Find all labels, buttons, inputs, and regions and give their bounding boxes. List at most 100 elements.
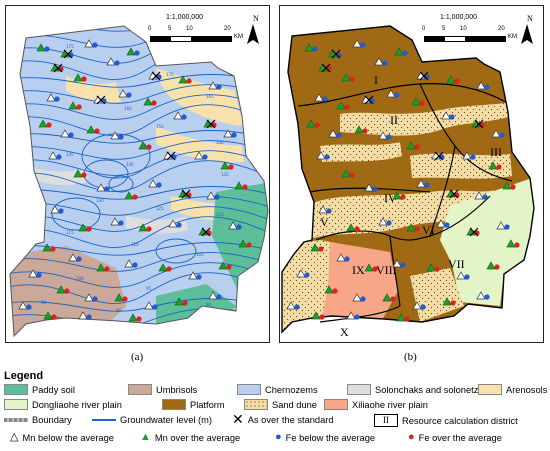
blue-dot-icon [386,134,392,140]
legend-paddy-soil: Paddy soil [4,384,75,395]
contour-label: 150 [216,140,224,145]
groundwater-line-icon [92,419,116,421]
blue-dot-icon [114,60,120,66]
groundwater-contour [10,206,268,232]
blue-dot-icon [104,186,110,192]
blue-dot-icon [344,256,350,262]
platform-swatch [162,399,186,410]
sand-dune-area [320,142,402,162]
groundwater-contour [10,252,268,272]
open-triangle-icon [314,93,324,102]
blue-dot-icon [386,220,392,226]
district-label: V [320,215,329,229]
blue-dot-icon [44,46,50,52]
open-triangle-icon [46,93,56,102]
blue-dot-icon [499,132,505,138]
green-triangle-icon [354,125,364,134]
caption-a: (a) [131,351,144,363]
blue-dot-icon [216,84,222,90]
red-dot-icon [454,78,460,84]
contour-label: 175 [66,44,74,49]
open-triangle-icon [474,191,484,200]
cross-icon [321,63,331,73]
red-dot-icon [81,172,87,178]
green-triangle-icon [442,297,452,306]
open-triangle-icon [228,221,238,230]
green-triangle-icon [396,313,406,322]
red-dot-icon [76,104,82,110]
north-arrow-icon: N [518,14,536,46]
blue-dot-icon [231,132,237,138]
district-label: IV [384,191,397,205]
cross-icon [474,119,484,129]
blue-dot-icon [504,224,510,230]
cross-icon [469,227,479,237]
legend-label: Dongliaohe river plain [32,399,122,410]
legend-mn-below: △ Mn below the average [10,432,114,443]
solonchaks-area [26,166,88,185]
cross-icon [151,71,161,81]
blue-dot-icon [312,46,318,52]
red-dot-icon [246,242,252,248]
open-triangle-icon [386,89,396,98]
contour-label: 110 [131,242,139,247]
red-dot-icon [146,144,152,150]
green-triangle-icon [138,223,148,232]
blue-dot-icon [449,114,455,120]
contour-label: 80 [206,302,212,307]
open-triangle-icon [476,291,486,300]
open-triangle-icon [476,81,486,90]
blue-dot-icon [336,132,342,138]
open-triangle-icon [148,179,158,188]
blue-dot-icon [482,194,488,200]
red-dot-icon [136,316,142,322]
cross-icon [96,95,106,105]
scale-tick: 5 [168,26,172,32]
groundwater-contour [10,160,268,192]
blue-dot-icon [294,304,300,310]
district-label: VIII [376,263,397,277]
green-triangle-icon [96,263,106,272]
green-triangle-icon [138,141,148,150]
red-dot-icon [419,100,425,106]
open-triangle-icon [208,291,218,300]
green-triangle-icon [78,223,88,232]
red-dot-icon [414,226,420,232]
blue-dot-icon [484,294,490,300]
red-dot-icon [151,100,157,106]
green-triangle-icon [38,119,48,128]
open-triangle-icon [336,253,346,262]
blue-dot-icon [86,314,92,320]
red-dot-icon [332,288,338,294]
red-dot-icon [514,242,520,248]
blue-dot-icon [152,304,158,310]
open-triangle-icon [378,217,388,226]
legend-label: Resource calculation district [402,415,518,426]
legend-groundwater: Groundwater level (m) [92,415,212,425]
sample-points-a [18,39,252,322]
blue-dot-icon: ● [275,431,282,443]
open-triangle-icon [416,179,426,188]
red-dot-icon [450,300,456,306]
soil-layer [10,26,268,336]
red-dot-icon [104,266,110,272]
red-dot-icon [81,76,87,82]
green-triangle-icon [324,285,334,294]
green-triangle-icon [56,285,66,294]
blue-dot-icon [54,96,60,102]
open-triangle-icon [412,301,422,310]
legend-solonchaks: Solonchaks and solonetzes [347,384,488,395]
green-triangle-icon [364,263,374,272]
blue-dot-icon [400,262,406,268]
cross-icon: ✕ [232,411,244,427]
red-dot-icon [344,104,350,110]
red-dot-icon [496,164,502,170]
blue-dot-icon [68,132,74,138]
scale-bar: 1:1,000,000 0 5 10 20 KM [420,14,520,44]
cross-icon [449,189,459,199]
red-dot-icon [50,246,56,252]
legend-label: Solonchaks and solonetzes [375,384,489,395]
green-triangle-icon [426,263,436,272]
groundwater-contour [10,196,268,216]
arenosols-swatch [478,384,502,395]
